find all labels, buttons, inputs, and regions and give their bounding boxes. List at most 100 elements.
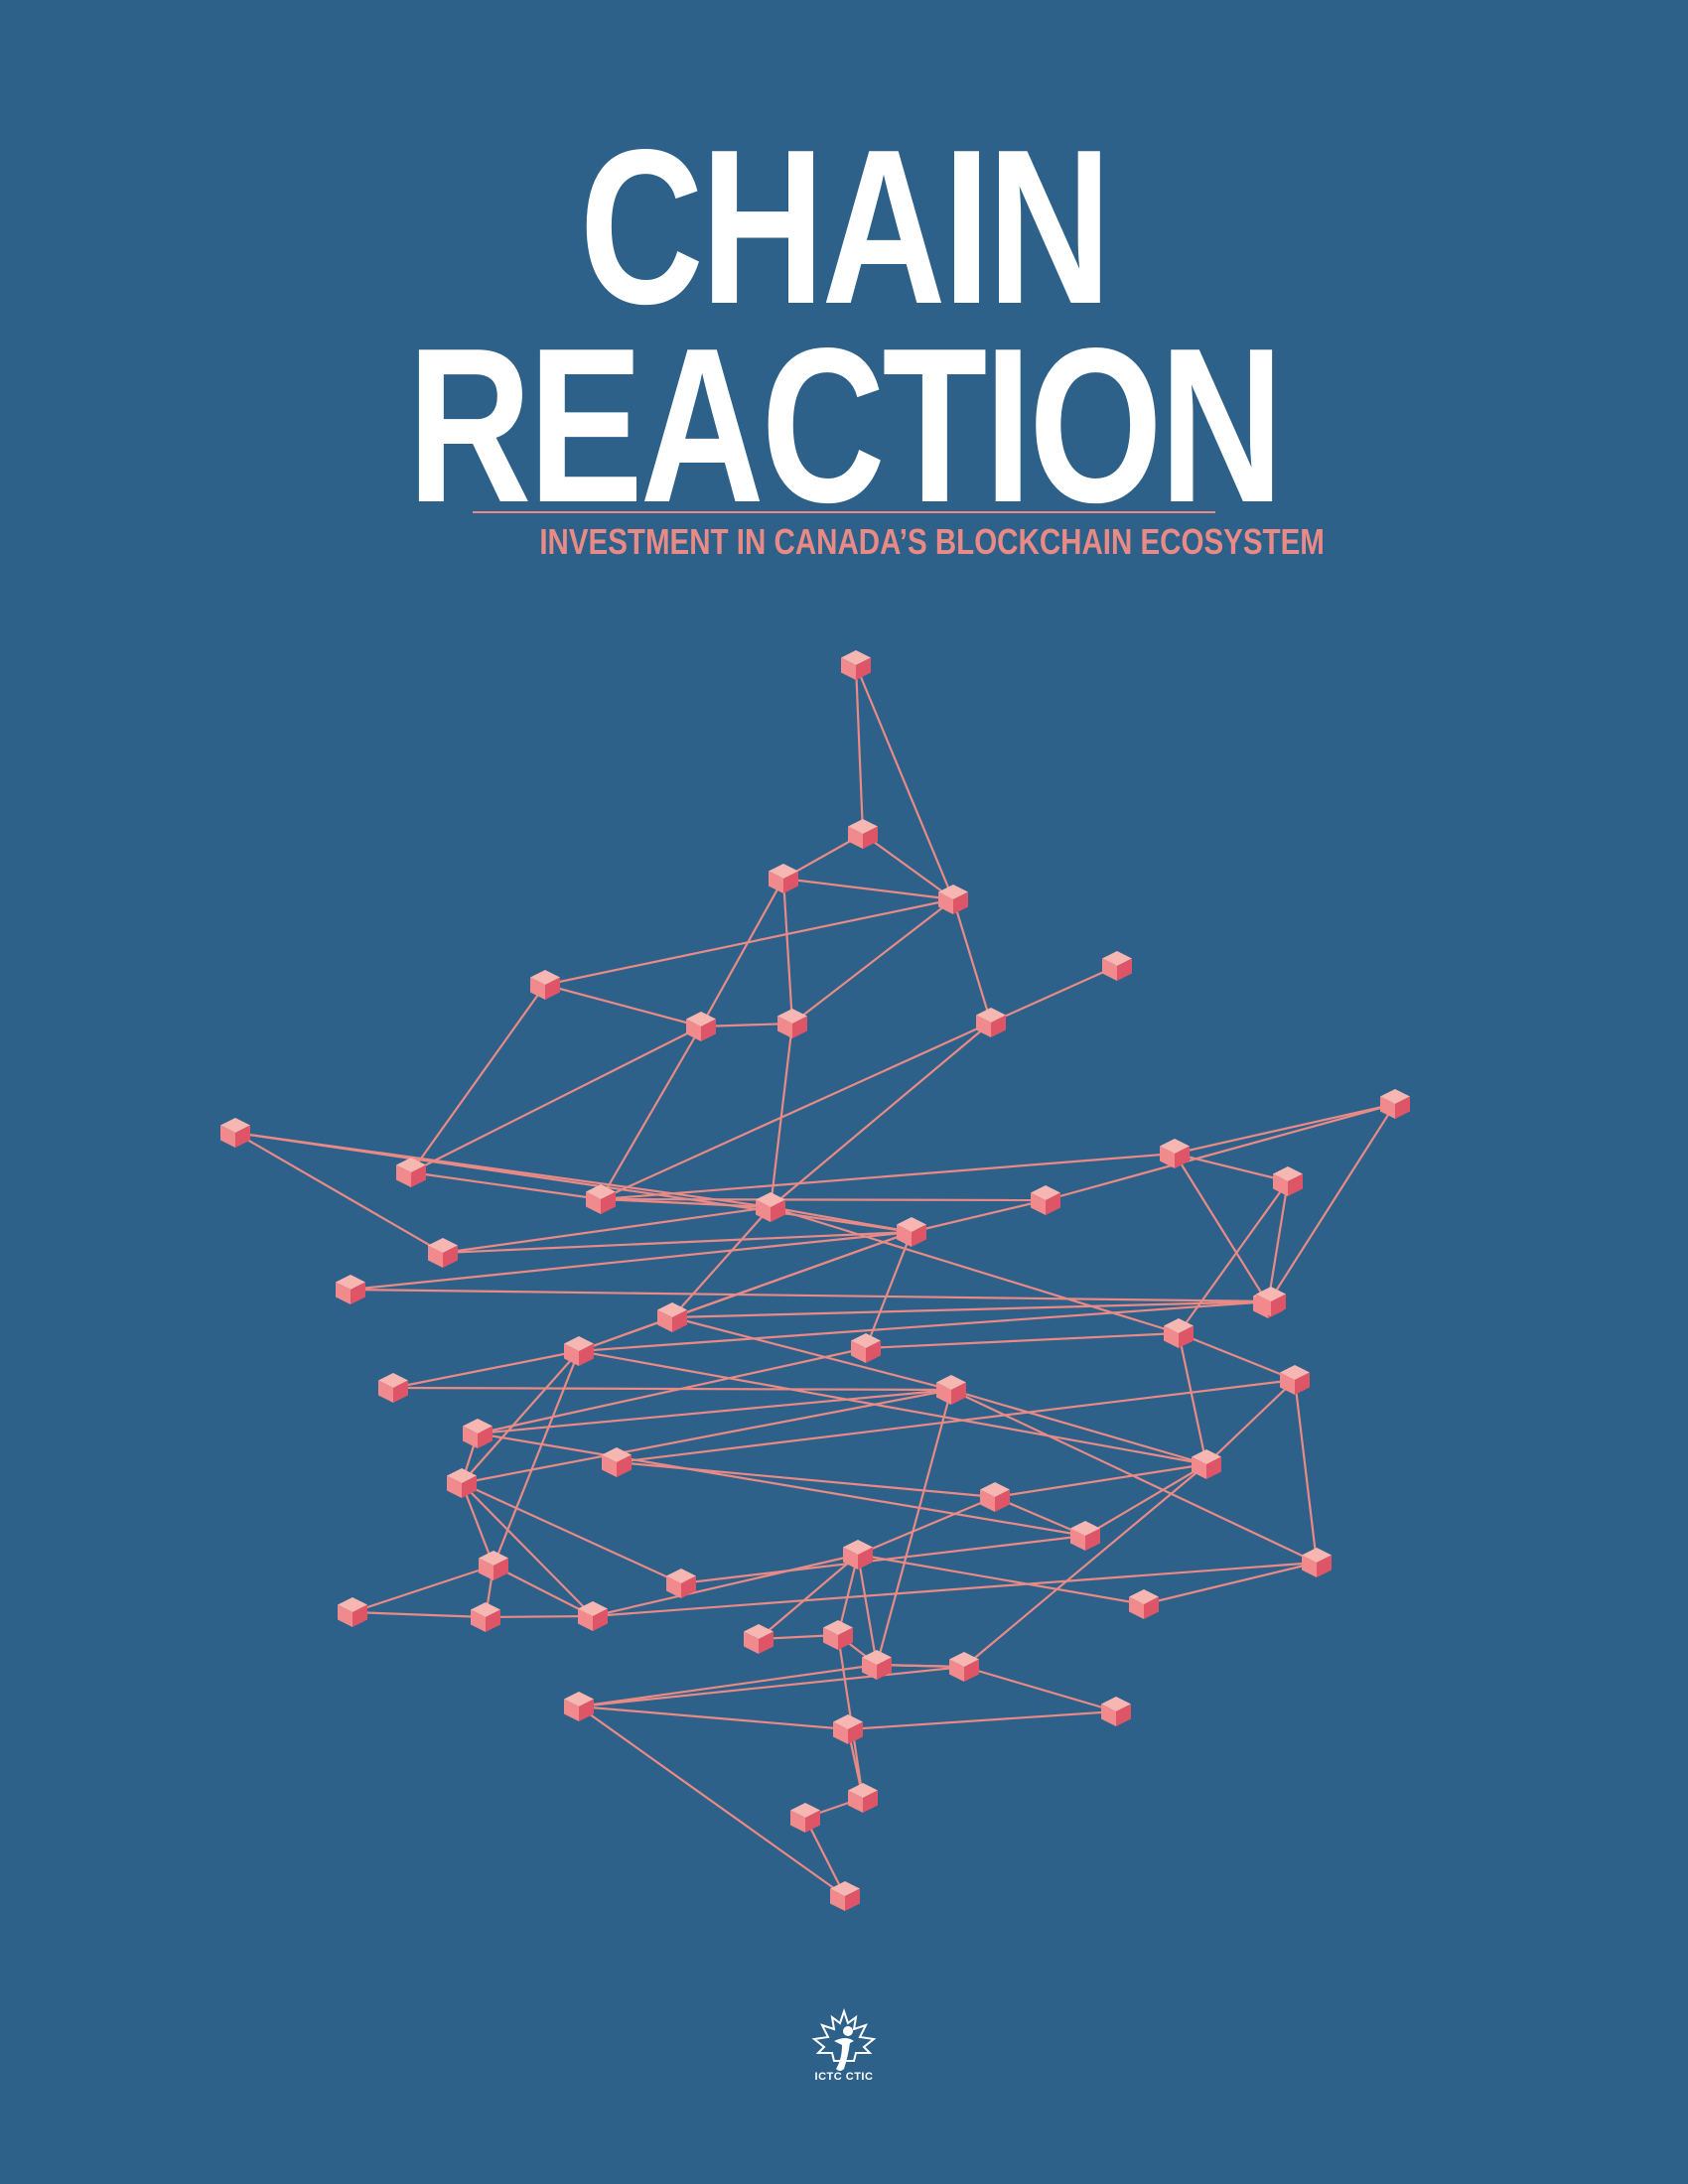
network-edge [485, 1614, 594, 1619]
network-edge [600, 1025, 702, 1200]
network-edge [1177, 1332, 1208, 1465]
network-edge [410, 1025, 702, 1173]
network-edge [875, 1389, 953, 1666]
network-edge [1174, 1152, 1289, 1183]
network-edge [578, 1706, 846, 1897]
network-edge [854, 664, 865, 835]
network-edge [477, 1432, 1086, 1538]
network-edge [492, 1565, 594, 1617]
logo-text: ICTC CTIC [814, 2071, 874, 2083]
network-edge [461, 1481, 682, 1585]
title-divider [473, 511, 1215, 513]
blockchain-cube [336, 1275, 365, 1304]
blockchain-cube [823, 1620, 853, 1650]
blockchain-cube [463, 1419, 492, 1448]
blockchain-cube [666, 1569, 696, 1598]
blockchain-cube [1273, 1166, 1303, 1196]
network-edge [862, 833, 954, 900]
network-edge [442, 1230, 913, 1255]
network-edge [477, 1346, 867, 1435]
blockchain-cube [1031, 1185, 1060, 1215]
network-edge [770, 1205, 1180, 1335]
network-edge [616, 1460, 996, 1499]
network-edge [758, 1554, 859, 1640]
network-edge [864, 1231, 914, 1349]
network-edge [781, 878, 794, 1024]
network-edge [804, 1817, 846, 1897]
network-edge [600, 1021, 992, 1201]
blockchain-cube [1380, 1089, 1410, 1119]
network-edge [578, 1663, 878, 1708]
network-edge [770, 1022, 992, 1208]
network-edge [1178, 1331, 1296, 1382]
network-edge [1174, 1153, 1269, 1304]
network-edge [392, 1386, 952, 1392]
blockchain-cube [1192, 1449, 1221, 1479]
network-edge [578, 1299, 1272, 1353]
network-edge [592, 1561, 1318, 1618]
blockchain-cube [848, 1783, 878, 1813]
network-edge [963, 1665, 1117, 1713]
network-edge [854, 664, 955, 900]
network-edge [600, 1197, 772, 1209]
blockchain-cube [936, 1375, 966, 1405]
blockchain-cube [777, 1009, 807, 1038]
network-edge [770, 1205, 913, 1234]
blockchain-cube [479, 1551, 508, 1580]
blockchain-cube [1070, 1521, 1100, 1551]
network-edge [578, 1705, 849, 1731]
network-edge [544, 897, 954, 987]
blockchain-cube [447, 1468, 477, 1498]
network-edge [769, 1023, 794, 1208]
blockchain-cube [378, 1373, 408, 1403]
network-edge [352, 1564, 494, 1614]
blockchain-cube [769, 864, 798, 893]
network-nodes [220, 650, 1410, 1911]
network-edge [671, 1206, 772, 1318]
blockchain-cube [830, 1881, 860, 1911]
blockchain-cube [976, 1008, 1006, 1037]
network-edge [700, 1022, 793, 1028]
network-edge [1266, 1180, 1290, 1304]
network-edge [234, 1131, 772, 1209]
title-line-2: REACTION [407, 303, 1283, 549]
network-edge [994, 1495, 1086, 1538]
blockchain-cube [686, 1012, 716, 1041]
network-edge [442, 1205, 772, 1255]
network-edge [700, 878, 784, 1027]
network-edge [477, 1388, 952, 1435]
title-line-1: CHAIN [579, 104, 1112, 350]
blockchain-cube [848, 819, 878, 849]
network-edge [963, 1463, 1207, 1668]
blockchain-cube [1164, 1318, 1194, 1348]
network-edge [578, 1230, 913, 1353]
network-edge [616, 1378, 1296, 1464]
network-edge [352, 1610, 487, 1619]
network-edge [950, 1389, 1318, 1564]
network-edge [856, 1554, 879, 1666]
blockchain-cube [938, 885, 968, 914]
network-edge [578, 1349, 1207, 1466]
network-edge [492, 1350, 581, 1567]
network-edge [1045, 1102, 1396, 1202]
blockchain-cube [586, 1184, 616, 1214]
network-edge [578, 1665, 965, 1708]
network-edge [990, 964, 1118, 1024]
blockchain-cube [1302, 1548, 1332, 1577]
network-edge [994, 1462, 1207, 1499]
blockchain-cube [862, 1650, 892, 1680]
network-edge [671, 1299, 1272, 1319]
network-edge [865, 1331, 1180, 1350]
blockchain-cube [396, 1158, 426, 1187]
blockchain-cube [220, 1118, 250, 1148]
blockchain-cube [338, 1597, 367, 1627]
network-edges [234, 664, 1396, 1897]
network-edge [1084, 1463, 1207, 1537]
blockchain-cube [657, 1302, 687, 1332]
blockchain-cube [1280, 1365, 1310, 1395]
blockchain-cube [1129, 1589, 1159, 1619]
blockchain-cube [564, 1336, 594, 1366]
network-edge [671, 1315, 952, 1392]
network-edge [1267, 1103, 1396, 1304]
blockchain-cube [843, 1540, 873, 1570]
